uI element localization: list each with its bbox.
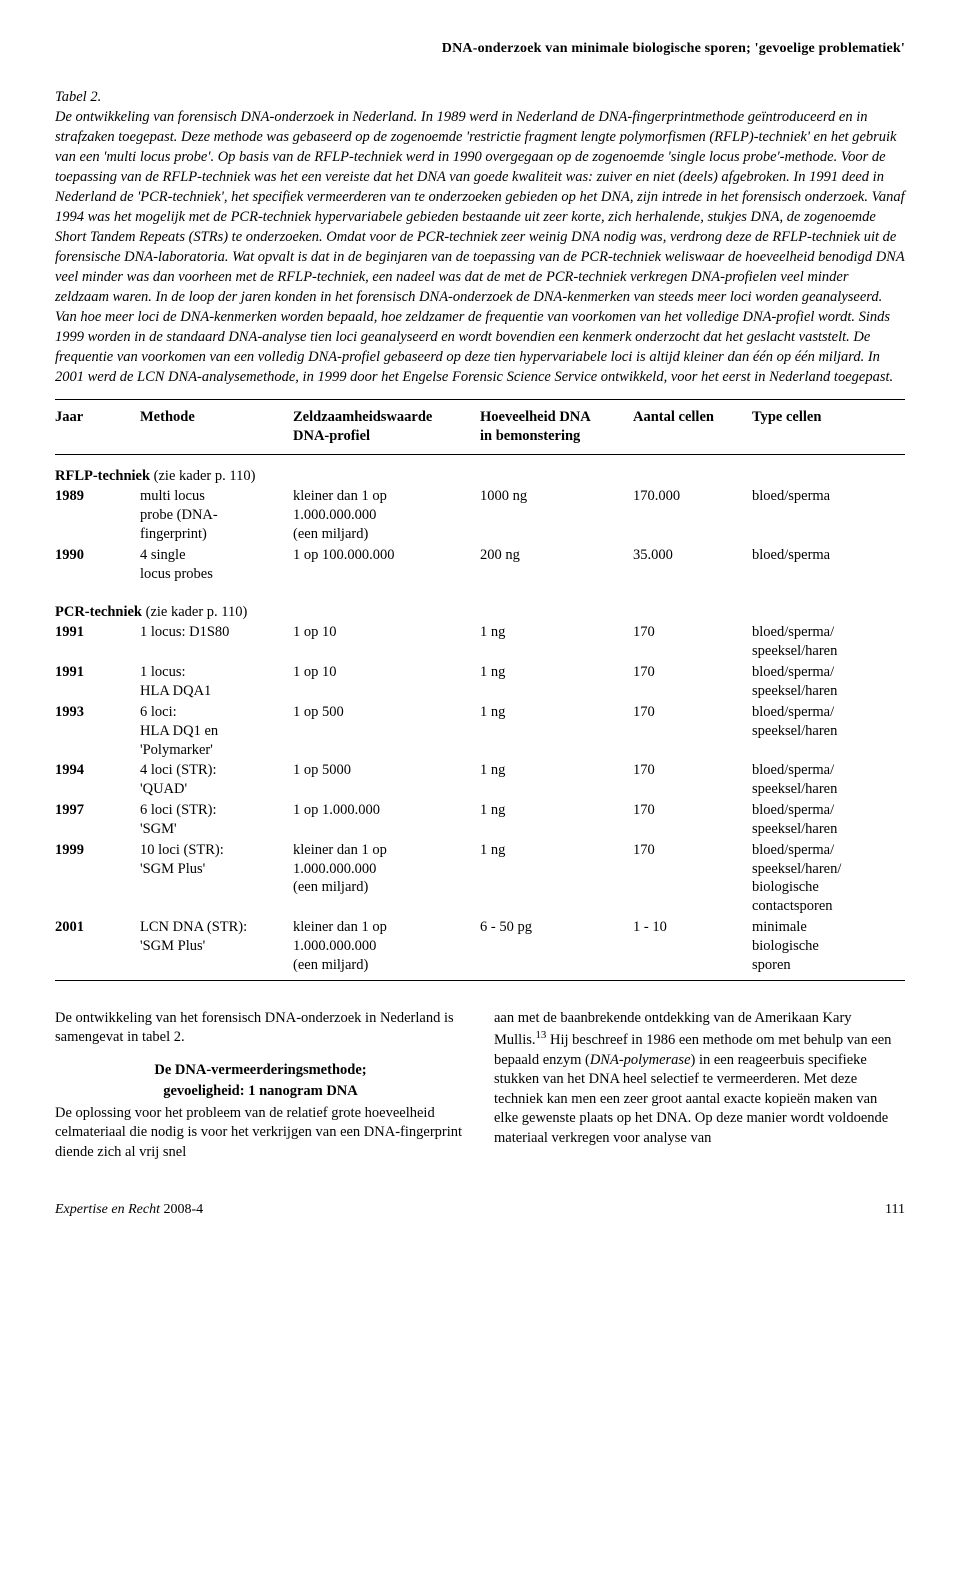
cell-type: bloed/sperma/speeksel/haren/biologischec… [752,840,905,917]
cell-type: bloed/sperma/speeksel/haren [752,662,905,702]
table-rule [55,399,905,400]
cell-hoeveelheid: 1 ng [480,622,633,662]
col-header-type: Type cellen [752,404,905,450]
cell-type: bloed/sperma [752,486,905,545]
data-table: Jaar Methode Zeldzaamheidswaarde DNA-pro… [55,404,905,976]
footer-journal: Expertise en Recht 2008-4 [55,1201,203,1220]
cell-aantal: 170 [633,622,752,662]
cell-jaar: 1997 [55,800,140,840]
cell-zeldzaamheid: 1 op 500 [293,702,480,761]
cell-hoeveelheid: 6 - 50 pg [480,917,633,976]
cell-methode: 1 locus:HLA DQA1 [140,662,293,702]
cell-hoeveelheid: 1 ng [480,760,633,800]
table-header-row: Jaar Methode Zeldzaamheidswaarde DNA-pro… [55,404,905,450]
cell-aantal: 170 [633,800,752,840]
cell-zeldzaamheid: kleiner dan 1 op1.000.000.000(een miljar… [293,840,480,917]
table-section-row: PCR-techniek (zie kader p. 110) [55,595,905,623]
col-header-hoeveelheid: Hoeveelheid DNA in bemonstering [480,404,633,450]
cell-hoeveelheid: 1 ng [480,702,633,761]
col-header-aantal: Aantal cellen [633,404,752,450]
cell-zeldzaamheid: 1 op 100.000.000 [293,545,480,585]
cell-jaar: 1989 [55,486,140,545]
cell-type: bloed/sperma [752,545,905,585]
body-text-columns: De ontwikkeling van het forensisch DNA-o… [55,1009,905,1169]
cell-aantal: 170.000 [633,486,752,545]
caption-text: De ontwikkeling van forensisch DNA-onder… [55,109,905,385]
cell-jaar: 1991 [55,622,140,662]
cell-methode: 6 loci (STR):'SGM' [140,800,293,840]
cell-jaar: 1994 [55,760,140,800]
cell-hoeveelheid: 1 ng [480,800,633,840]
cell-hoeveelheid: 1 ng [480,840,633,917]
cell-methode: 1 locus: D1S80 [140,622,293,662]
running-header: DNA-onderzoek van minimale biologische s… [55,40,905,59]
cell-type: bloed/sperma/speeksel/haren [752,622,905,662]
cell-zeldzaamheid: 1 op 10 [293,622,480,662]
table-row: 199910 loci (STR):'SGM Plus'kleiner dan … [55,840,905,917]
table-row: 19976 loci (STR):'SGM'1 op 1.000.0001 ng… [55,800,905,840]
footer-issue: 2008-4 [163,1202,203,1217]
body-paragraph: De oplossing voor het probleem van de re… [55,1104,466,1163]
cell-zeldzaamheid: 1 op 5000 [293,760,480,800]
body-paragraph: aan met de baanbrekende ontdekking van d… [494,1009,905,1149]
cell-hoeveelheid: 1000 ng [480,486,633,545]
page-footer: Expertise en Recht 2008-4 111 [55,1201,905,1220]
cell-type: bloed/sperma/speeksel/haren [752,800,905,840]
table-row: 1989multi locusprobe (DNA-fingerprint)kl… [55,486,905,545]
col-header-line: Hoeveelheid DNA [480,409,591,425]
cell-jaar: 2001 [55,917,140,976]
cell-hoeveelheid: 1 ng [480,662,633,702]
cell-methode: 4 singlelocus probes [140,545,293,585]
cell-type: bloed/sperma/speeksel/haren [752,702,905,761]
cell-aantal: 170 [633,760,752,800]
table-section-row: RFLP-techniek (zie kader p. 110) [55,459,905,487]
table-row: 19944 loci (STR):'QUAD'1 op 50001 ng170b… [55,760,905,800]
table-row: 19904 singlelocus probes1 op 100.000.000… [55,545,905,585]
cell-aantal: 1 - 10 [633,917,752,976]
cell-methode: 10 loci (STR):'SGM Plus' [140,840,293,917]
footer-journal-name: Expertise en Recht [55,1202,163,1217]
cell-type: minimalebiologischesporen [752,917,905,976]
caption-title: Tabel 2. [55,87,905,107]
cell-jaar: 1990 [55,545,140,585]
body-italic: DNA-polymerase [590,1052,691,1068]
cell-aantal: 170 [633,840,752,917]
table-caption: Tabel 2. De ontwikkeling van forensisch … [55,87,905,387]
cell-jaar: 1993 [55,702,140,761]
cell-jaar: 1991 [55,662,140,702]
table-rule [55,980,905,981]
table-row: 19936 loci:HLA DQ1 en'Polymarker'1 op 50… [55,702,905,761]
col-header-zeldzaamheid: Zeldzaamheidswaarde DNA-profiel [293,404,480,450]
cell-zeldzaamheid: kleiner dan 1 op1.000.000.000(een miljar… [293,486,480,545]
cell-type: bloed/sperma/speeksel/haren [752,760,905,800]
table-row: 2001LCN DNA (STR):'SGM Plus'kleiner dan … [55,917,905,976]
cell-aantal: 35.000 [633,545,752,585]
cell-zeldzaamheid: 1 op 1.000.000 [293,800,480,840]
table-body: RFLP-techniek (zie kader p. 110)1989mult… [55,450,905,976]
col-header-line: in bemonstering [480,428,580,444]
dna-development-table: Jaar Methode Zeldzaamheidswaarde DNA-pro… [55,399,905,981]
body-paragraph: De ontwikkeling van het forensisch DNA-o… [55,1009,466,1048]
cell-methode: multi locusprobe (DNA-fingerprint) [140,486,293,545]
cell-zeldzaamheid: 1 op 10 [293,662,480,702]
table-row: 19911 locus: D1S801 op 101 ng170bloed/sp… [55,622,905,662]
cell-methode: 6 loci:HLA DQ1 en'Polymarker' [140,702,293,761]
page-number: 111 [885,1201,905,1220]
cell-jaar: 1999 [55,840,140,917]
cell-hoeveelheid: 200 ng [480,545,633,585]
subsection-heading-line: gevoeligheid: 1 nanogram DNA [55,1082,466,1102]
table-row: 19911 locus:HLA DQA11 op 101 ng170bloed/… [55,662,905,702]
footnote-ref: 13 [536,1029,547,1041]
col-header-line: Zeldzaamheidswaarde [293,409,432,425]
subsection-heading-line: De DNA-vermeerderingsmethode; [55,1061,466,1081]
cell-zeldzaamheid: kleiner dan 1 op1.000.000.000(een miljar… [293,917,480,976]
cell-methode: LCN DNA (STR):'SGM Plus' [140,917,293,976]
cell-aantal: 170 [633,702,752,761]
cell-methode: 4 loci (STR):'QUAD' [140,760,293,800]
col-header-line: DNA-profiel [293,428,370,444]
cell-aantal: 170 [633,662,752,702]
col-header-jaar: Jaar [55,404,140,450]
col-header-methode: Methode [140,404,293,450]
